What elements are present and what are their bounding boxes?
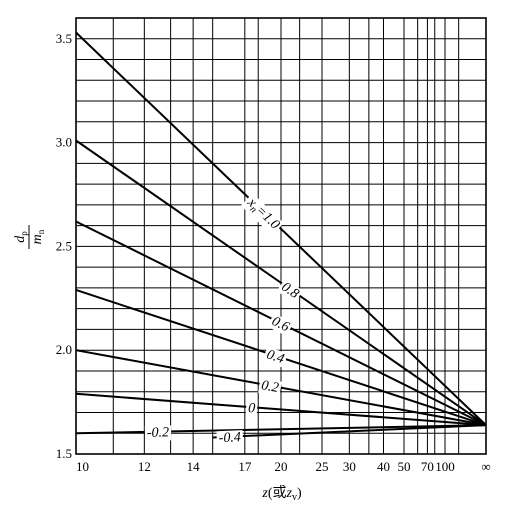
curve-label-group: -0.2 [144, 425, 172, 441]
curve-label: 0 [248, 401, 256, 416]
svg-text:dp: dp [13, 231, 29, 243]
curve-label-group: -0.4 [216, 430, 244, 447]
curve-label-background [245, 400, 258, 417]
y-tick-label: 2.5 [56, 238, 72, 253]
tick-labels: 1.5 2.0 2.5 3.0 3.5 10 12 14 17 20 25 30 40 50 70 100 ∞ [56, 31, 491, 474]
curve-label-background [276, 278, 304, 304]
curve-label: 0.6 [269, 314, 291, 335]
series-line [75, 139, 487, 426]
x-tick-label: ∞ [481, 459, 490, 474]
x-tick-label: 20 [275, 459, 288, 474]
x-tick-label: 12 [138, 459, 151, 474]
series-line [75, 424, 487, 435]
xlabel-var: z [261, 486, 268, 501]
xlabel-sub: v [292, 492, 297, 503]
plot-frame [75, 17, 487, 455]
x-tick-label: 40 [377, 459, 390, 474]
y-tick-label: 3.0 [56, 135, 72, 150]
x-axis-title: z(或zv) [261, 485, 302, 503]
curve-label-group: 0 [245, 400, 258, 417]
curve-label: -0.2 [147, 425, 169, 440]
x-tick-label: 30 [343, 459, 356, 474]
curve-label: -0.4 [218, 430, 241, 446]
ylabel-den-sub: n [36, 229, 46, 234]
curve-label-background [240, 193, 284, 236]
x-tick-label: 70 [421, 459, 434, 474]
ylabel-num: d [13, 235, 28, 243]
x-tick-label: 100 [435, 459, 455, 474]
curve-label-background [262, 346, 288, 368]
xlabel-paren-close: ) [297, 486, 302, 501]
series-line [75, 392, 487, 427]
grid [75, 17, 487, 455]
y-tick-label: 3.5 [56, 31, 72, 46]
series-line [75, 31, 487, 426]
curve-label-background [258, 377, 282, 397]
curve-label-background [267, 313, 294, 337]
curve-label-background [216, 430, 244, 447]
x-tick-label: 50 [398, 459, 411, 474]
series-line [75, 349, 487, 427]
curve-label: 0.4 [265, 347, 286, 367]
ylabel-num-sub: p [19, 231, 29, 236]
curve-label-group: xn=1.0 [240, 193, 284, 236]
svg-text:mn: mn [30, 229, 46, 244]
xlabel-sub-var: z [286, 486, 293, 501]
y-axis-title: dp mn [13, 225, 46, 249]
y-tick-label: 1.5 [56, 446, 72, 461]
ylabel-den: m [30, 234, 45, 244]
curve-label-group: 0.6 [267, 313, 294, 337]
x-tick-label: 10 [76, 459, 89, 474]
xlabel-paren-open: (或 [268, 485, 287, 501]
x-tick-label: 17 [238, 459, 252, 474]
x-tick-label: 14 [187, 459, 201, 474]
y-tick-label: 2.0 [56, 342, 72, 357]
curve-label-background [144, 425, 172, 441]
curve-label-group: 0.2 [258, 377, 282, 397]
curve-label-group: 0.4 [262, 346, 288, 368]
series-line [212, 424, 487, 439]
curve-label: 0.2 [260, 378, 280, 396]
x-tick-label: 25 [316, 459, 329, 474]
